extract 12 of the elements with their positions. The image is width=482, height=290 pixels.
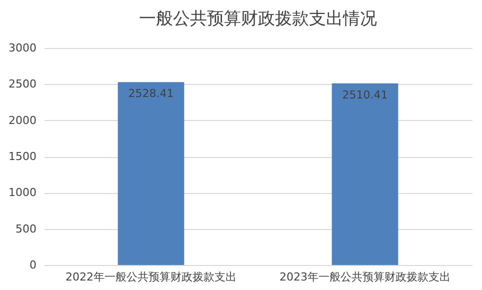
y-tick-label: 1000 xyxy=(8,186,36,200)
x-tick-label: 2022年一般公共预算财政拨款支出 xyxy=(66,270,236,284)
y-tick-label: 3000 xyxy=(8,42,36,54)
y-tick-label: 2000 xyxy=(8,114,36,127)
y-tick-label: 2500 xyxy=(8,78,36,91)
y-tick-label: 0 xyxy=(30,258,36,272)
chart-title: 一般公共预算财政拨款支出情况 xyxy=(139,9,377,29)
y-tick-label: 1500 xyxy=(8,150,36,163)
x-tick-label: 2023年一般公共预算财政拨款支出 xyxy=(280,270,450,284)
data-label: 2528.41 xyxy=(128,87,174,100)
y-tick-label: 500 xyxy=(16,222,36,236)
data-label: 2510.41 xyxy=(342,88,388,102)
